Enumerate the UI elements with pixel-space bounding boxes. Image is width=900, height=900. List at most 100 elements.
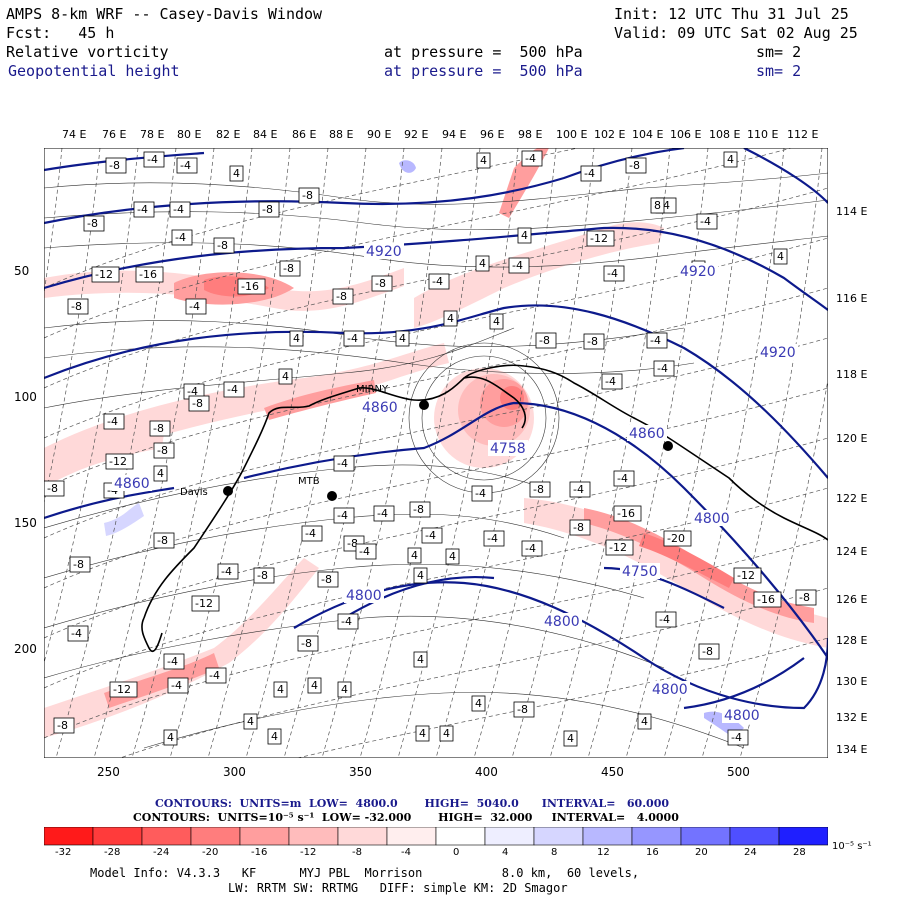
coastline	[141, 364, 828, 653]
value-text: -8	[109, 159, 120, 172]
value-box	[517, 227, 532, 244]
colorbar-swatch	[337, 827, 388, 846]
value-text: -20	[667, 532, 685, 545]
value-text: -12	[737, 569, 755, 582]
value-box	[795, 589, 817, 606]
height-label-bg	[678, 263, 718, 279]
height-label-bg	[360, 399, 400, 415]
value-text: 4	[277, 683, 284, 696]
value-box	[483, 530, 505, 547]
meridian-line	[587, 148, 709, 758]
geopotential-contours	[44, 148, 828, 710]
value-box	[163, 729, 178, 746]
top-lon-label: 98 E	[518, 128, 543, 141]
value-box	[105, 157, 127, 174]
value-text: -4	[337, 457, 348, 470]
value-text: -8	[257, 569, 268, 582]
height-label-bg	[758, 344, 798, 360]
value-text: 4	[419, 727, 426, 740]
meridian-line	[701, 148, 823, 758]
value-text: 4	[417, 653, 424, 666]
value-box	[44, 480, 65, 497]
value-text: -8	[47, 482, 58, 495]
value-box	[267, 728, 282, 745]
value-box	[258, 201, 280, 218]
value-text: -8	[336, 290, 347, 303]
value-box	[583, 333, 605, 350]
value-text: 4	[480, 154, 487, 167]
colorbar-tick: -32	[55, 847, 72, 858]
right-lon-label: 114 E	[836, 205, 868, 218]
x-tick-label: 400	[475, 765, 498, 779]
colorbar-swatch	[386, 827, 437, 846]
value-text: -8	[573, 521, 584, 534]
value-text: 4	[293, 332, 300, 345]
height-label: 4860	[629, 426, 665, 442]
value-box	[333, 455, 355, 472]
height-label: 4800	[544, 614, 580, 630]
value-text: -4	[147, 153, 158, 166]
height-label-bg	[488, 440, 528, 456]
value-text: -12	[609, 541, 627, 554]
value-box	[428, 273, 450, 290]
top-lon-label: 110 E	[747, 128, 779, 141]
value-text: -4	[187, 385, 198, 398]
meridian-line	[397, 148, 519, 758]
value-text: -8	[629, 159, 640, 172]
value-box	[153, 532, 175, 549]
value-text: -8	[262, 203, 273, 216]
meridian-line	[359, 148, 481, 758]
value-box	[655, 611, 677, 628]
top-lon-label: 74 E	[62, 128, 87, 141]
value-box	[317, 571, 339, 588]
value-box	[279, 260, 301, 277]
value-text: -8	[799, 591, 810, 604]
value-text: -4	[512, 259, 523, 272]
value-text: -8	[413, 503, 424, 516]
model-info-line-1: Model Info: V4.3.3 KF MYJ PBL Morrison 8…	[90, 866, 640, 880]
height-label-bg	[650, 681, 690, 697]
forecast-hour: Fcst: 45 h	[6, 24, 115, 42]
value-text: -8	[71, 300, 82, 313]
top-lon-label: 78 E	[140, 128, 165, 141]
value-box	[569, 519, 591, 536]
height-label-bg	[542, 613, 582, 629]
value-box	[580, 165, 602, 182]
station-markers: Davis MTB MIRNY	[180, 384, 673, 501]
station-dot	[419, 400, 429, 410]
meridian-line	[44, 148, 139, 665]
value-box	[733, 567, 762, 584]
value-box	[332, 288, 354, 305]
value-text: -4	[137, 203, 148, 216]
valid-time: Valid: 09 UTC Sat 02 Aug 25	[614, 24, 858, 42]
value-box	[343, 330, 365, 347]
value-text: -12	[590, 232, 608, 245]
value-text: -8	[539, 334, 550, 347]
value-box	[69, 556, 91, 573]
value-text: -8	[375, 277, 386, 290]
value-text: -8	[157, 534, 168, 547]
colorbar-tick: 28	[793, 847, 806, 858]
value-box	[213, 237, 235, 254]
colorbar-swatch	[631, 827, 682, 846]
colorbar-tick: 12	[597, 847, 610, 858]
value-box	[513, 701, 535, 718]
value-box	[476, 152, 491, 169]
colorbar-swatch	[533, 827, 584, 846]
x-tick-label: 450	[601, 765, 624, 779]
value-box	[169, 201, 191, 218]
value-box	[563, 730, 578, 747]
value-box	[613, 505, 642, 522]
colorbar-swatch	[582, 827, 633, 846]
height-label: 4800	[346, 588, 382, 604]
value-box	[153, 442, 175, 459]
x-tick-label: 250	[97, 765, 120, 779]
station-dot	[327, 491, 337, 501]
right-lon-label: 130 E	[836, 675, 868, 688]
value-box	[307, 677, 322, 694]
meridian-line	[44, 148, 63, 296]
value-text: -4	[180, 159, 191, 172]
station-dot	[663, 441, 673, 451]
top-lon-label: 88 E	[329, 128, 354, 141]
